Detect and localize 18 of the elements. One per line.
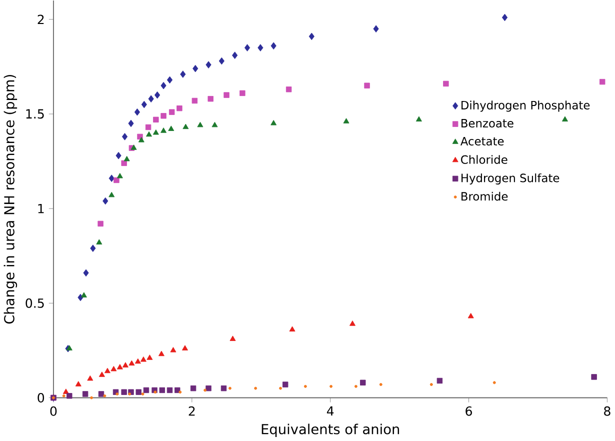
x-tick-label: 4 [326,406,334,416]
x-tick-label: 0 [50,406,57,416]
y-tick-label: 1.5 [26,109,44,119]
y-tick-label: 0 [38,393,44,403]
x-tick-label: 8 [604,406,610,416]
y-tick-label: 0.5 [26,298,44,308]
y-tick-label: 2 [38,14,44,24]
x-tick-label: 6 [466,406,472,416]
legend-label: Hydrogen Sulfate [462,174,560,185]
legend-label: Bromide [462,192,508,201]
x-axis-title: Equivalents of anion [262,424,400,438]
legend-label: Chloride [461,155,508,164]
legend-label: Benzoate [462,119,514,128]
y-axis-title: Change in urea NH resonance (ppm) [4,75,18,324]
x-tick-label: 2 [188,406,195,416]
y-tick-label: 1 [38,204,44,214]
legend-label: Acetate [460,137,504,146]
legend-label: Dihydrogen Phosphate [462,100,590,112]
